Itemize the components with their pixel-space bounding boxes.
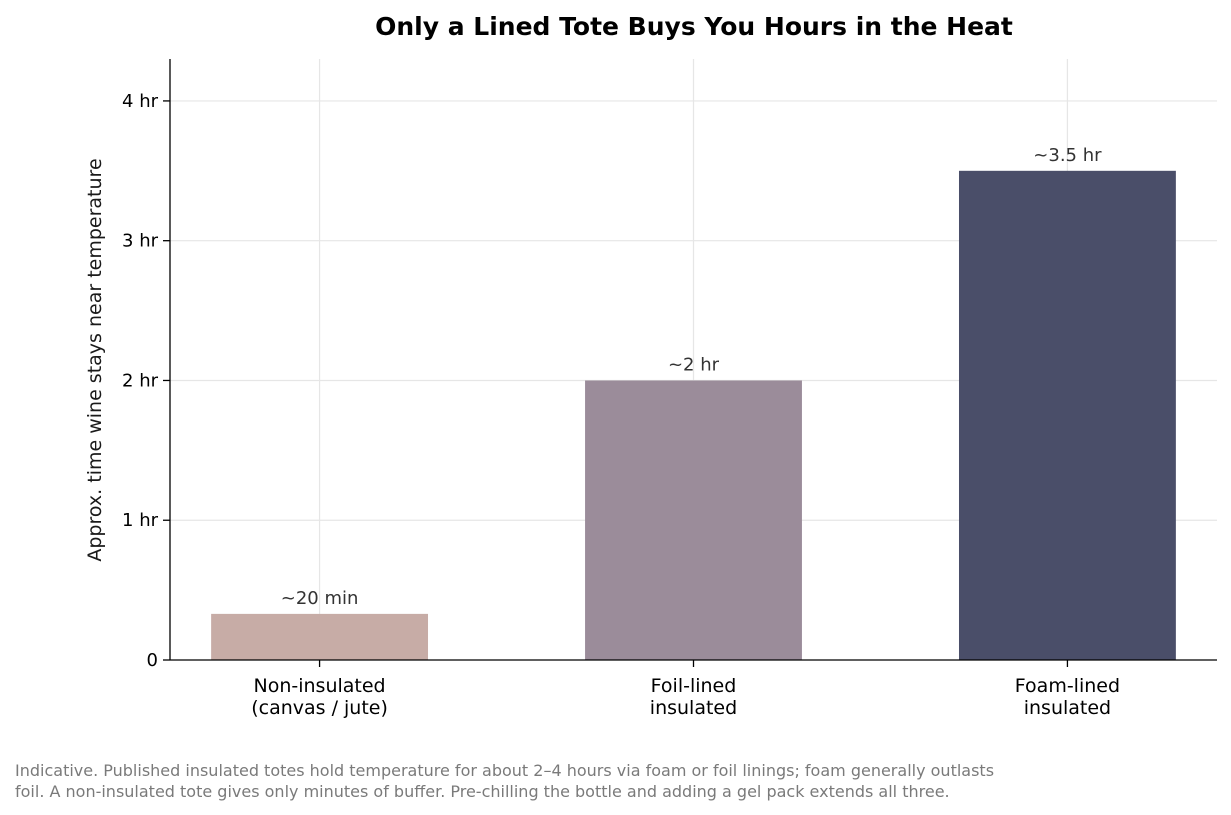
y-tick-label-1: 1 hr <box>122 510 159 531</box>
bar-2 <box>958 170 1176 660</box>
x-tick-label-2-line-1: insulated <box>1024 697 1111 719</box>
y-tick-label-3: 3 hr <box>122 231 159 252</box>
chart-title: Only a Lined Tote Buys You Hours in the … <box>375 12 1013 41</box>
x-tick-label-1: Foil-lined insulated <box>650 675 737 719</box>
x-tick-label-1-line-1: insulated <box>650 697 737 719</box>
y-axis-label: Approx. time wine stays near temperature <box>84 158 106 561</box>
y-tick-label-0: 0 <box>147 650 158 671</box>
x-tick-label-0-line-1: (canvas / jute) <box>251 697 388 719</box>
axes <box>163 59 1217 667</box>
data-label-1: ~2 hr <box>668 354 720 375</box>
data-label-0: ~20 min <box>281 588 359 609</box>
footnote-line-1: Indicative. Published insulated totes ho… <box>15 761 995 780</box>
footnote-line-2: foil. A non-insulated tote gives only mi… <box>15 782 950 801</box>
y-tick-label-2: 2 hr <box>122 370 159 391</box>
y-tick-label-4: 4 hr <box>122 91 159 112</box>
x-tick-label-0: Non-insulated (canvas / jute) <box>251 675 388 719</box>
bar-chart: Only a Lined Tote Buys You Hours in the … <box>84 12 1217 719</box>
footnote: Indicative. Published insulated totes ho… <box>15 760 1055 802</box>
labels: ~20 min ~2 hr ~3.5 hr 0 1 hr 2 hr 3 hr 4 hr Non-… <box>122 91 1120 719</box>
bar-1 <box>585 380 802 660</box>
bars <box>211 170 1176 660</box>
x-tick-label-0-line-0: Non-insulated <box>254 675 386 697</box>
data-label-2: ~3.5 hr <box>1033 145 1102 166</box>
x-tick-label-2: Foam-lined insulated <box>1015 675 1120 719</box>
x-tick-label-1-line-0: Foil-lined <box>651 675 737 697</box>
x-tick-label-2-line-0: Foam-lined <box>1015 675 1120 697</box>
bar-0 <box>211 613 429 660</box>
